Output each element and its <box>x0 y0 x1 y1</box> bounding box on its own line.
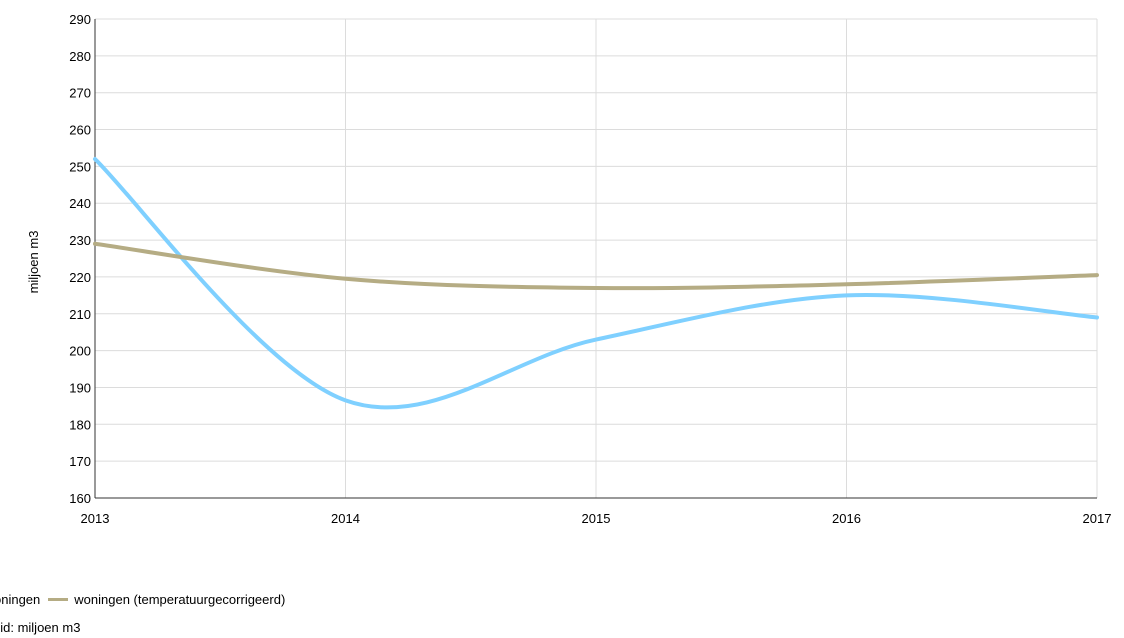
y-axis-ticks: 160 170 180 190 200 210 220 230 240 250 260 270 280 2… <box>69 12 91 506</box>
x-tick-2013: 2013 <box>81 511 110 526</box>
y-tick-220: 220 <box>69 270 91 285</box>
line-chart: 160 170 180 190 200 210 220 230 240 250 260 270 280 2… <box>26 12 1112 526</box>
y-tick-230: 230 <box>69 233 91 248</box>
legend: oningen woningen (temperatuurgecorrigeer… <box>0 592 285 607</box>
y-tick-170: 170 <box>69 454 91 469</box>
y-tick-190: 190 <box>69 380 91 395</box>
x-axis-ticks: 2013 2014 2015 2016 2017 <box>81 511 1112 526</box>
y-tick-160: 160 <box>69 491 91 506</box>
legend-swatch-temperatuurgecorrigeerd <box>48 598 69 601</box>
x-tick-2015: 2015 <box>582 511 611 526</box>
grid <box>94 18 1098 499</box>
series-lines <box>93 157 1099 410</box>
y-tick-270: 270 <box>69 86 91 101</box>
series-line-woningen <box>93 157 1099 410</box>
y-tick-260: 260 <box>69 123 91 138</box>
x-tick-2016: 2016 <box>832 511 861 526</box>
legend-item-woningen[interactable]: oningen <box>0 592 40 607</box>
legend-label-temperatuurgecorrigeerd: woningen (temperatuurgecorrigeerd) <box>74 592 286 607</box>
y-tick-280: 280 <box>69 49 91 64</box>
series-line-woningen-temperatuurgecorrigeerd <box>93 241 1099 291</box>
y-tick-180: 180 <box>69 417 91 432</box>
y-tick-290: 290 <box>69 12 91 27</box>
y-tick-210: 210 <box>69 307 91 322</box>
y-axis-label: miljoen m3 <box>26 231 41 294</box>
y-tick-240: 240 <box>69 196 91 211</box>
unit-note: eid: miljoen m3 <box>0 620 81 635</box>
y-tick-200: 200 <box>69 344 91 359</box>
x-tick-2017: 2017 <box>1083 511 1112 526</box>
y-tick-250: 250 <box>69 159 91 174</box>
legend-item-woningen-temperatuurgecorrigeerd[interactable]: woningen (temperatuurgecorrigeerd) <box>40 592 285 607</box>
legend-label-woningen: oningen <box>0 592 41 607</box>
x-tick-2014: 2014 <box>331 511 360 526</box>
